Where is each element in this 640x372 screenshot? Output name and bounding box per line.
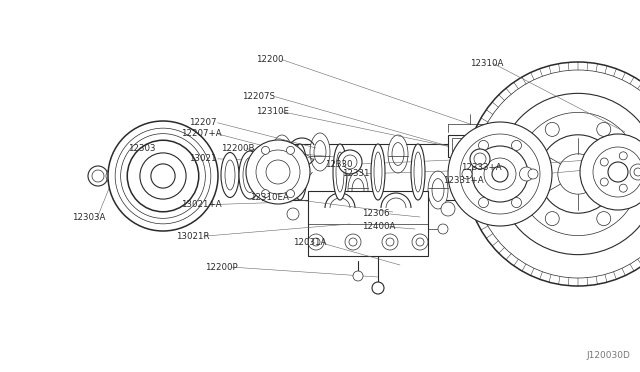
Text: 12400A: 12400A [362, 222, 395, 231]
Circle shape [600, 178, 608, 186]
Circle shape [484, 158, 516, 190]
Ellipse shape [239, 151, 261, 199]
Text: 12333+A: 12333+A [461, 163, 501, 172]
Circle shape [620, 152, 627, 160]
Ellipse shape [428, 171, 448, 209]
Circle shape [287, 146, 294, 154]
Text: 12310E: 12310E [256, 107, 289, 116]
Circle shape [372, 282, 384, 294]
Circle shape [600, 158, 608, 166]
Ellipse shape [225, 160, 235, 190]
Circle shape [479, 198, 488, 208]
Circle shape [511, 140, 522, 150]
Circle shape [448, 122, 552, 226]
Ellipse shape [243, 157, 257, 192]
Circle shape [539, 135, 617, 213]
Circle shape [412, 234, 428, 250]
Text: 13021R: 13021R [176, 232, 209, 241]
Text: 12207: 12207 [189, 118, 216, 127]
Circle shape [140, 153, 186, 199]
Circle shape [470, 149, 490, 169]
Ellipse shape [258, 144, 272, 200]
Circle shape [266, 160, 290, 184]
Circle shape [256, 150, 300, 194]
Text: 12031A: 12031A [293, 238, 326, 247]
Circle shape [106, 168, 122, 184]
Ellipse shape [272, 135, 292, 173]
Ellipse shape [293, 144, 307, 200]
Ellipse shape [371, 144, 385, 200]
Circle shape [580, 134, 640, 210]
Circle shape [631, 168, 639, 176]
FancyBboxPatch shape [448, 135, 478, 157]
Circle shape [596, 212, 611, 225]
Circle shape [108, 121, 218, 231]
Circle shape [262, 146, 269, 154]
Text: 12331: 12331 [342, 169, 370, 178]
Text: 12306: 12306 [362, 209, 389, 218]
Text: 12200P: 12200P [205, 263, 237, 272]
Ellipse shape [348, 171, 368, 209]
Ellipse shape [411, 144, 425, 200]
Circle shape [497, 93, 640, 255]
Text: 12303A: 12303A [72, 213, 106, 222]
Ellipse shape [310, 133, 330, 171]
Circle shape [353, 271, 363, 281]
Circle shape [287, 208, 299, 220]
Circle shape [528, 169, 538, 179]
Circle shape [127, 140, 199, 212]
Circle shape [338, 150, 362, 174]
Text: 13021: 13021 [189, 154, 216, 163]
Text: 12200B: 12200B [221, 144, 254, 153]
Circle shape [287, 190, 294, 198]
Circle shape [620, 184, 627, 192]
Text: 12207+A: 12207+A [181, 129, 221, 138]
Circle shape [308, 234, 324, 250]
FancyBboxPatch shape [452, 138, 474, 154]
Circle shape [623, 167, 637, 181]
Text: 12310A: 12310A [470, 59, 504, 68]
Circle shape [438, 224, 448, 234]
Ellipse shape [388, 135, 408, 173]
Text: 12330: 12330 [325, 160, 353, 169]
FancyBboxPatch shape [308, 191, 428, 256]
Circle shape [479, 140, 488, 150]
Circle shape [593, 147, 640, 197]
Ellipse shape [481, 144, 495, 200]
Circle shape [608, 162, 628, 182]
Circle shape [460, 134, 540, 214]
Circle shape [466, 62, 640, 286]
Circle shape [472, 146, 528, 202]
Circle shape [345, 234, 361, 250]
Circle shape [262, 190, 269, 198]
Circle shape [88, 166, 108, 186]
Circle shape [462, 169, 472, 179]
Text: J120030D: J120030D [586, 351, 630, 360]
Text: 13021+A: 13021+A [181, 200, 221, 209]
Text: 12200: 12200 [256, 55, 284, 64]
Circle shape [246, 140, 310, 204]
Circle shape [545, 122, 559, 137]
Ellipse shape [451, 144, 465, 200]
Circle shape [520, 167, 534, 181]
Ellipse shape [333, 144, 347, 200]
Circle shape [441, 202, 455, 216]
Ellipse shape [460, 135, 480, 173]
Circle shape [511, 198, 522, 208]
Circle shape [630, 164, 640, 180]
Text: 12207S: 12207S [242, 92, 275, 101]
Text: 12331+A: 12331+A [443, 176, 483, 185]
Circle shape [545, 212, 559, 225]
Circle shape [596, 122, 611, 137]
Text: 12310EA: 12310EA [250, 193, 289, 202]
Circle shape [382, 234, 398, 250]
Ellipse shape [221, 153, 239, 198]
Circle shape [516, 112, 639, 235]
Text: 12303: 12303 [128, 144, 156, 153]
